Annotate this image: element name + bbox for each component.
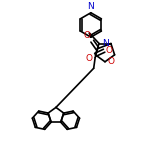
- Text: O: O: [106, 46, 113, 55]
- Text: N: N: [102, 39, 109, 48]
- Text: O: O: [83, 31, 90, 40]
- Text: O: O: [86, 54, 93, 63]
- Text: O: O: [107, 57, 114, 66]
- Text: N: N: [88, 2, 94, 10]
